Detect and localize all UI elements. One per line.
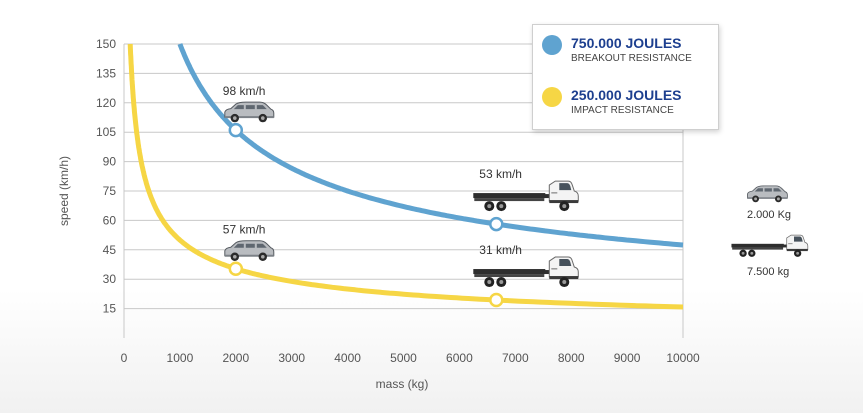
x-tick-label: 7000 bbox=[502, 351, 529, 365]
truck-icon bbox=[472, 256, 579, 288]
data-label: 57 km/h bbox=[223, 223, 266, 237]
series-line-1 bbox=[127, 43, 684, 310]
legend-title: 250.000 JOULES bbox=[571, 87, 682, 103]
y-tick-label: 15 bbox=[103, 302, 117, 316]
x-tick-label: 4000 bbox=[334, 351, 361, 365]
y-tick-label: 120 bbox=[96, 96, 116, 110]
x-tick-label: 3000 bbox=[278, 351, 305, 365]
data-label: 53 km/h bbox=[479, 167, 522, 181]
legend-dot-yellow bbox=[542, 87, 562, 107]
y-tick-label: 150 bbox=[96, 37, 116, 51]
y-tick-label: 105 bbox=[96, 125, 116, 139]
x-tick-label: 0 bbox=[121, 351, 128, 365]
suv-icon bbox=[224, 240, 275, 262]
legend-dot-blue bbox=[542, 35, 562, 55]
legend-item-250kj: 250.000 JOULES IMPACT RESISTANCE bbox=[533, 83, 718, 123]
data-label: 31 km/h bbox=[479, 243, 522, 257]
suv-icon bbox=[224, 101, 275, 123]
vehicle-legend-label: 7.500 kg bbox=[747, 266, 790, 278]
y-tick-label: 90 bbox=[103, 155, 117, 169]
x-tick-label: 6000 bbox=[446, 351, 473, 365]
y-tick-label: 135 bbox=[96, 66, 116, 80]
x-tick-label: 5000 bbox=[390, 351, 417, 365]
legend: 750.000 JOULES BREAKOUT RESISTANCE 250.0… bbox=[532, 24, 719, 130]
vehicle-legend-label: 2.000 Kg bbox=[747, 209, 792, 221]
suv-icon bbox=[747, 185, 788, 203]
legend-subtitle: IMPACT RESISTANCE bbox=[571, 105, 674, 116]
x-tick-label: 2000 bbox=[222, 351, 249, 365]
series-line-0 bbox=[177, 42, 684, 248]
y-axis-title: speed (km/h) bbox=[57, 156, 71, 226]
x-tick-label: 8000 bbox=[558, 351, 585, 365]
x-tick-label: 9000 bbox=[614, 351, 641, 365]
legend-item-750kj: 750.000 JOULES BREAKOUT RESISTANCE bbox=[533, 31, 718, 71]
data-point-marker bbox=[228, 261, 244, 276]
x-tick-label: 1000 bbox=[167, 351, 194, 365]
truck-icon bbox=[472, 180, 579, 212]
legend-subtitle: BREAKOUT RESISTANCE bbox=[571, 53, 692, 64]
x-axis-title: mass (kg) bbox=[376, 377, 429, 391]
truck-icon bbox=[731, 234, 809, 258]
y-tick-label: 75 bbox=[103, 184, 117, 198]
x-tick-label: 10000 bbox=[666, 351, 700, 365]
data-point-marker bbox=[489, 292, 504, 308]
y-tick-label: 45 bbox=[103, 243, 117, 257]
data-point-marker bbox=[489, 216, 504, 232]
legend-title: 750.000 JOULES bbox=[571, 35, 682, 51]
y-tick-label: 30 bbox=[103, 272, 117, 286]
y-tick-label: 60 bbox=[103, 213, 117, 227]
data-label: 98 km/h bbox=[223, 84, 266, 98]
data-point-marker bbox=[228, 122, 244, 138]
